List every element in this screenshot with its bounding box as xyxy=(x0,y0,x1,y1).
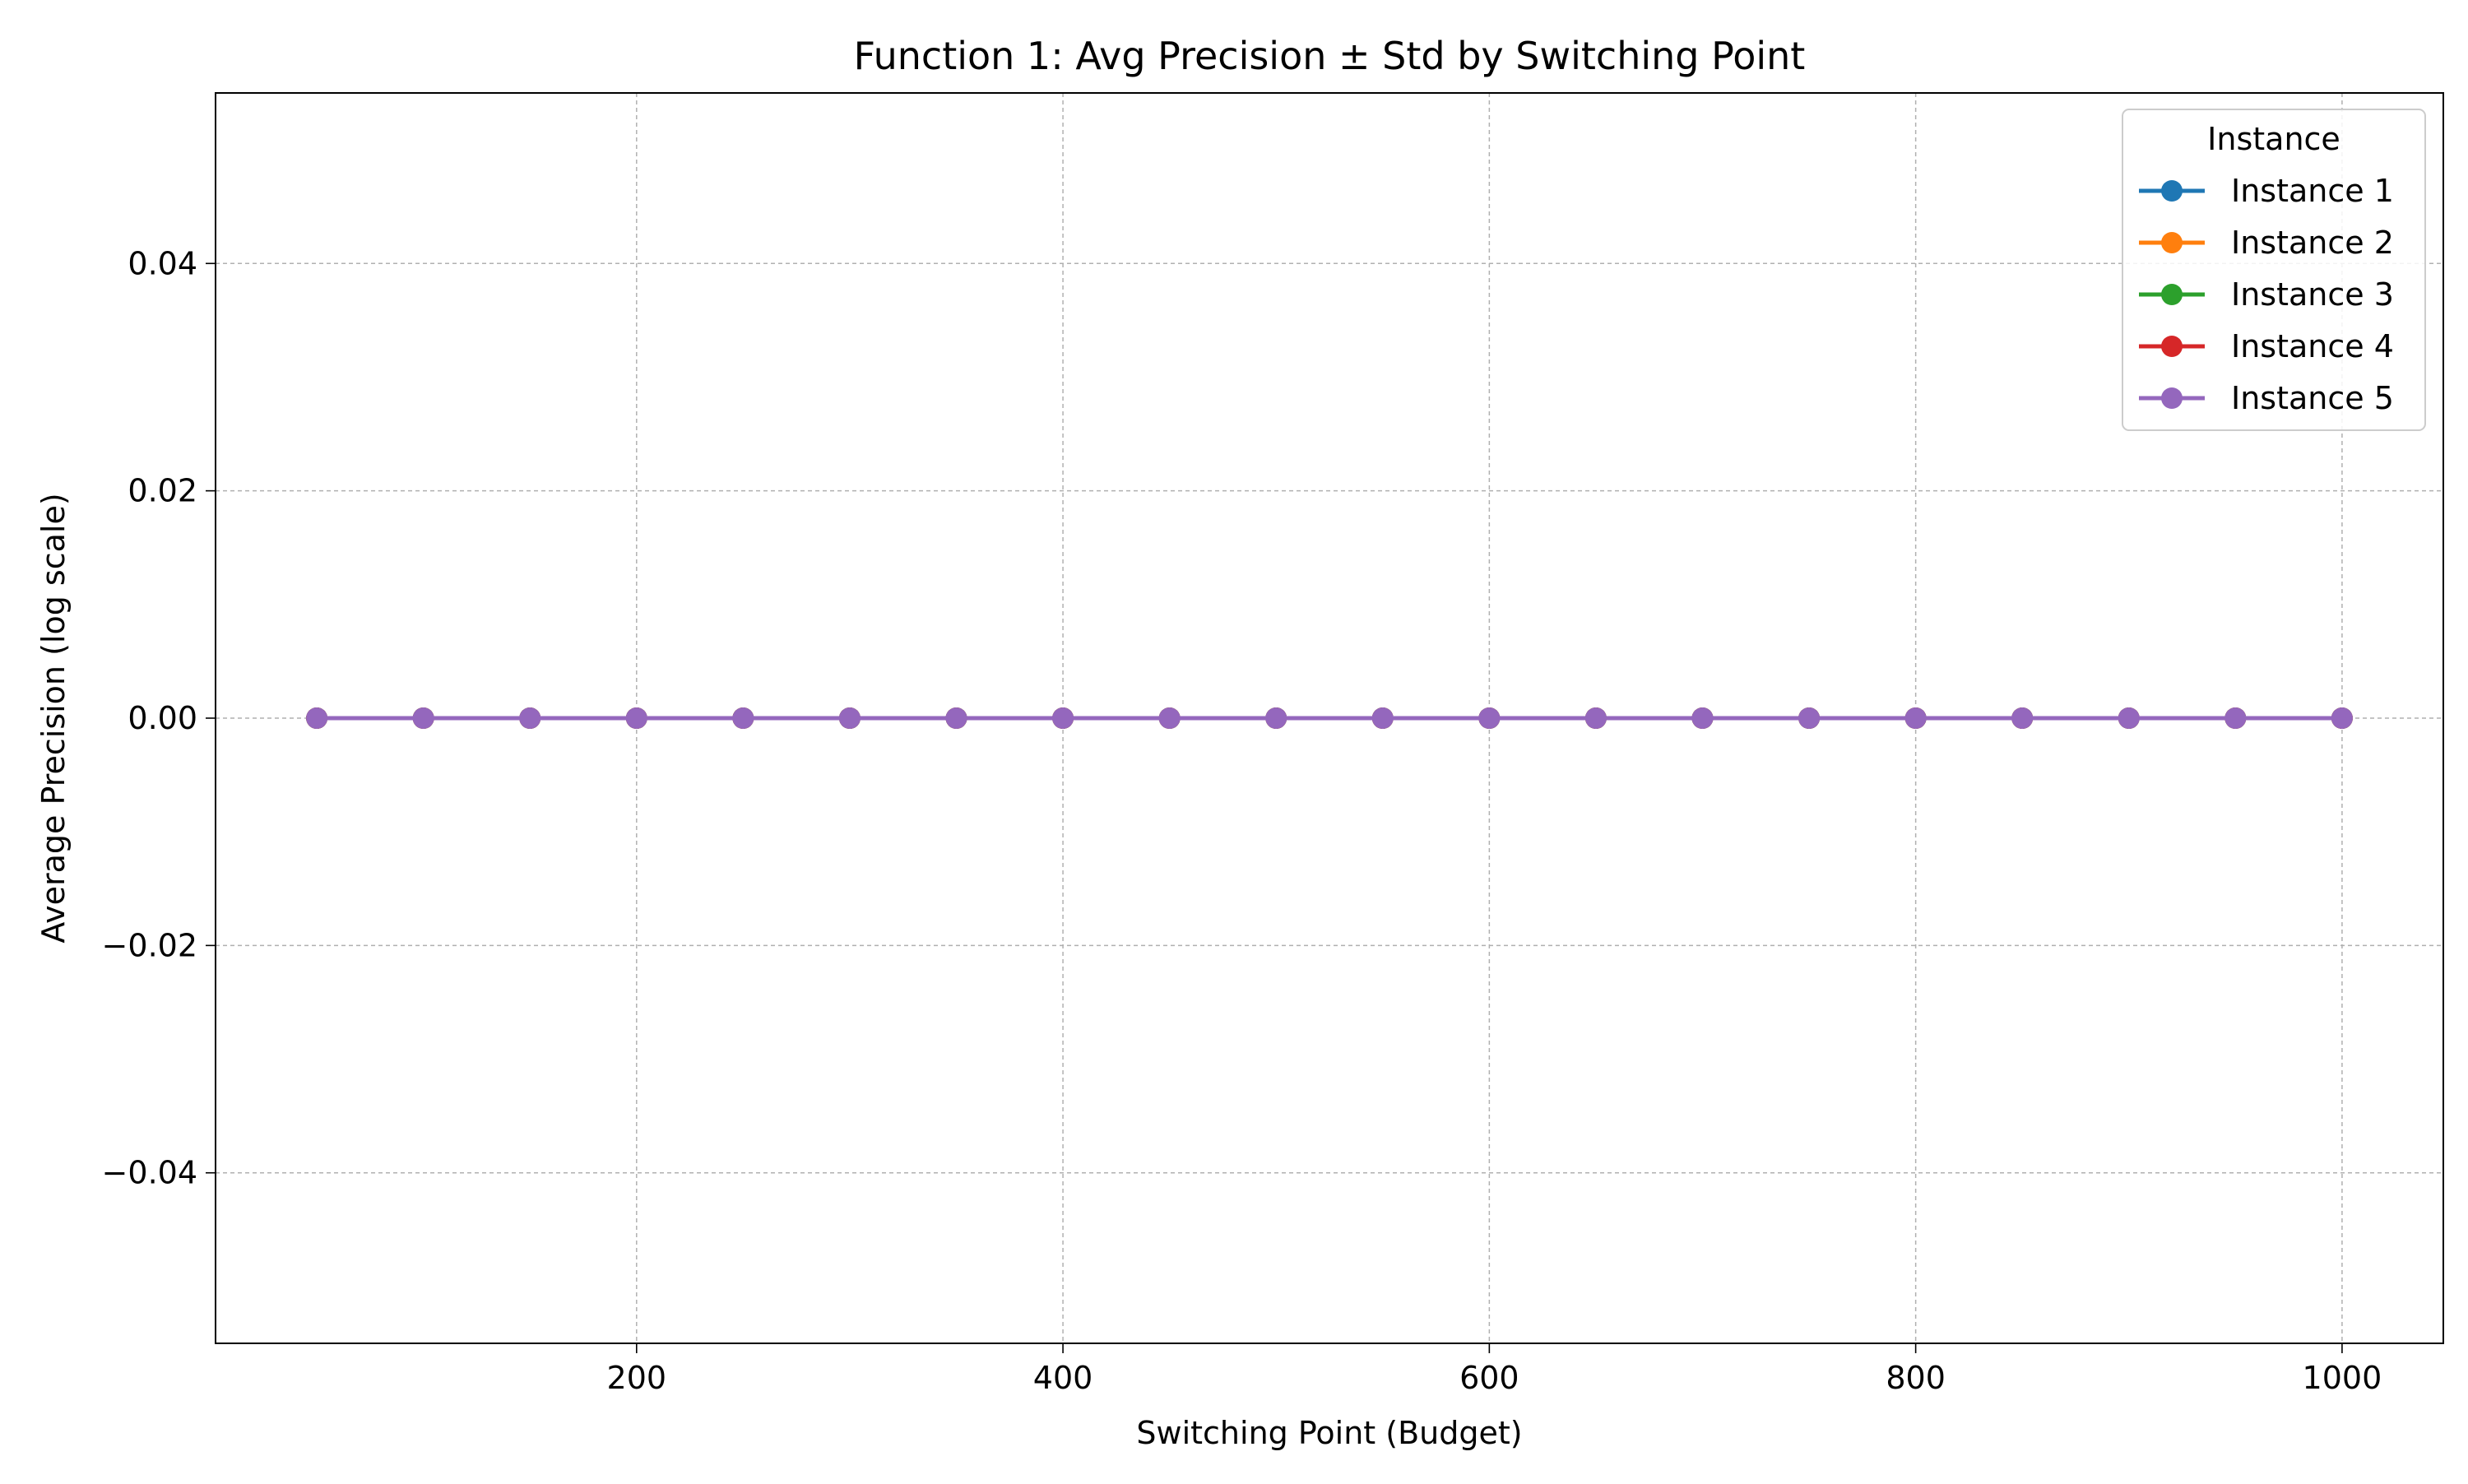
data-point xyxy=(1904,707,1927,729)
y-tick-label: −0.04 xyxy=(102,1155,197,1191)
legend-entry: Instance 4 xyxy=(2139,328,2394,364)
x-tick-label: 600 xyxy=(1459,1360,1519,1396)
legend-entry: Instance 2 xyxy=(2139,225,2394,261)
data-point xyxy=(1052,707,1074,729)
data-point xyxy=(2224,707,2247,729)
legend-label: Instance 2 xyxy=(2231,225,2394,261)
legend-marker-swatch xyxy=(2161,284,2183,305)
data-point xyxy=(1478,707,1501,729)
data-point xyxy=(2118,707,2140,729)
data-point xyxy=(1265,707,1287,729)
axis-ticks: 200 400 600 800 1000 −0.04 −0.02 0.00 0.02 0.04 xyxy=(102,245,2382,1396)
data-point xyxy=(1798,707,1821,729)
x-tick-label: 1000 xyxy=(2303,1360,2382,1396)
y-tick-label: 0.00 xyxy=(128,700,197,736)
legend-label: Instance 4 xyxy=(2231,328,2394,364)
data-point xyxy=(1584,707,1607,729)
x-tick-label: 200 xyxy=(607,1360,667,1396)
data-point xyxy=(519,707,541,729)
legend-title: Instance xyxy=(2207,121,2340,157)
legend-label: Instance 3 xyxy=(2231,276,2394,313)
y-tick-label: 0.04 xyxy=(128,245,197,281)
y-tick-label: −0.02 xyxy=(102,927,197,963)
data-point xyxy=(1691,707,1714,729)
data-point xyxy=(1371,707,1394,729)
data-point xyxy=(732,707,754,729)
data-point xyxy=(2331,707,2353,729)
series-layer xyxy=(306,707,2353,729)
chart-title: Function 1: Avg Precision ± Std by Switc… xyxy=(854,34,1806,78)
legend-marker-swatch xyxy=(2161,387,2183,409)
legend-marker-swatch xyxy=(2161,180,2183,202)
legend-label: Instance 1 xyxy=(2231,173,2394,209)
data-point xyxy=(412,707,434,729)
data-point xyxy=(625,707,647,729)
legend-entry: Instance 5 xyxy=(2139,380,2394,416)
y-tick-label: 0.02 xyxy=(128,473,197,509)
legend-entry: Instance 3 xyxy=(2139,276,2394,313)
legend-entries: Instance 1 Instance 2 Instance 3 Instance 4… xyxy=(2139,173,2394,416)
data-point xyxy=(1158,707,1181,729)
data-point xyxy=(945,707,967,729)
y-axis-label: Average Precision (log scale) xyxy=(35,493,72,943)
data-point xyxy=(2011,707,2034,729)
x-tick-label: 800 xyxy=(1886,1360,1946,1396)
legend-label: Instance 5 xyxy=(2231,380,2394,416)
data-point xyxy=(838,707,861,729)
legend-marker-swatch xyxy=(2161,336,2183,357)
x-tick-label: 400 xyxy=(1033,1360,1093,1396)
legend-entry: Instance 1 xyxy=(2139,173,2394,209)
data-point xyxy=(306,707,328,729)
x-axis-label: Switching Point (Budget) xyxy=(1136,1415,1522,1451)
series-instance-5 xyxy=(306,707,2353,729)
legend-marker-swatch xyxy=(2161,232,2183,253)
